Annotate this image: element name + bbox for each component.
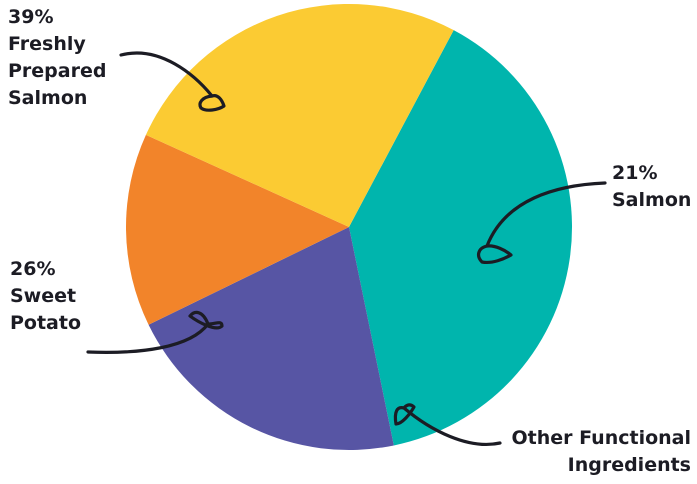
label-line: 26% (10, 258, 56, 280)
label-line: Freshly (8, 33, 86, 55)
pie-slice-freshly-prepared-salmon (349, 30, 573, 446)
label-line: Ingredients (567, 454, 691, 476)
pie-slices (126, 4, 573, 451)
label-arrows (86, 51, 607, 446)
arrow-other-functional (393, 403, 502, 446)
label-freshly-prepared-salmon: 39% Freshly Prepared Salmon (8, 4, 106, 112)
label-line: 39% (8, 6, 54, 28)
arrow-freshly-prepared-salmon (119, 51, 226, 112)
label-line: Salmon (612, 189, 692, 211)
arrow-sweet-potato (86, 310, 224, 354)
label-line: Prepared (8, 60, 107, 82)
label-salmon: 21% Salmon (612, 160, 691, 214)
pie-slice-salmon (148, 227, 394, 451)
label-other-functional-ingredients: Other Functional Ingredients (512, 425, 692, 479)
pie-slice-other-functional-ingredients (126, 134, 349, 325)
label-line: Sweet (10, 285, 77, 307)
arrow-salmon (476, 181, 607, 265)
label-line: Potato (10, 312, 82, 334)
label-line: Salmon (8, 87, 88, 109)
label-sweet-potato: 26% Sweet Potato (10, 256, 81, 337)
pie-slice-sweet-potato (145, 4, 454, 228)
label-line: Other Functional (511, 427, 692, 449)
label-line: 21% (612, 162, 658, 184)
